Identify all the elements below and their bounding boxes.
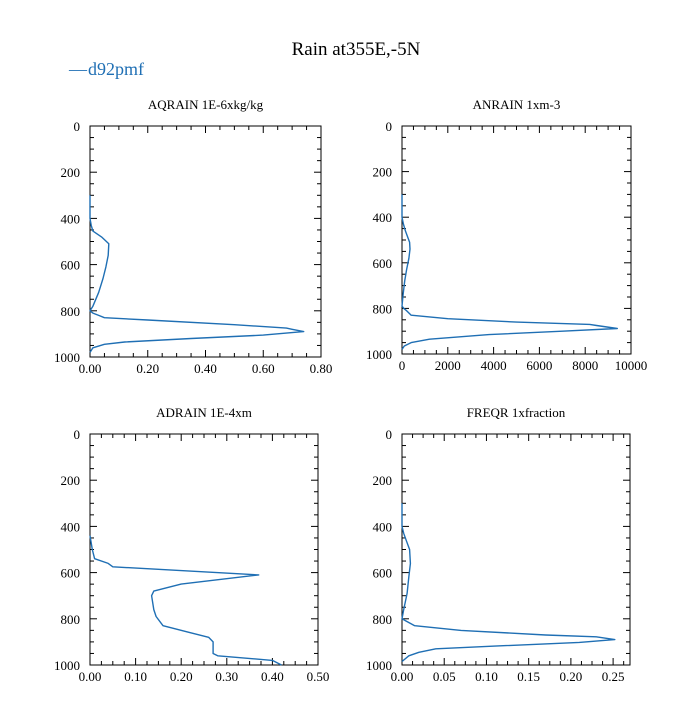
panel-title: AQRAIN 1E-6xkg/kg bbox=[148, 97, 264, 112]
y-tick-label: 200 bbox=[373, 165, 393, 180]
y-tick-label: 400 bbox=[373, 519, 393, 534]
y-tick-label: 600 bbox=[61, 566, 81, 581]
legend-label: d92pmf bbox=[88, 59, 144, 79]
x-tick-label: 0.05 bbox=[433, 669, 456, 684]
x-tick-label: 0.30 bbox=[215, 669, 238, 684]
y-tick-label: 800 bbox=[373, 612, 393, 627]
y-tick-label: 600 bbox=[61, 258, 81, 273]
y-tick-label: 600 bbox=[373, 256, 393, 271]
panel-4: FREQR 1xfraction 0.00 0.05 0.10 0.15 0.20 0.25… bbox=[366, 405, 631, 684]
x-tick-label: 0 bbox=[399, 358, 406, 373]
x-tick-label: 8000 bbox=[572, 358, 598, 373]
plot-frame bbox=[401, 433, 631, 666]
x-tick-label: 0.20 bbox=[170, 669, 193, 684]
y-tick-label: 0 bbox=[74, 119, 81, 134]
main-title: Rain at355E,-5N bbox=[292, 39, 421, 60]
plot-frame bbox=[89, 433, 319, 666]
panels: AQRAIN 1E-6xkg/kg 0.00 0.20 0.40 0.60 0.80 0 20… bbox=[54, 97, 647, 684]
legend: — d92pmf bbox=[68, 59, 144, 79]
x-tick-label: 0.40 bbox=[194, 361, 217, 376]
y-tick-label: 200 bbox=[61, 165, 81, 180]
y-tick-label: 600 bbox=[373, 566, 393, 581]
x-tick-label: 0.15 bbox=[517, 669, 540, 684]
x-tick-label: 2000 bbox=[435, 358, 461, 373]
plot-frame bbox=[89, 125, 322, 358]
y-tick-label: 0 bbox=[386, 119, 393, 134]
y-tick-label: 400 bbox=[61, 519, 81, 534]
series-line-d92pmf bbox=[401, 194, 618, 350]
x-tick-label: 0.60 bbox=[252, 361, 275, 376]
x-tick-label: 0.80 bbox=[310, 361, 333, 376]
panel-1: AQRAIN 1E-6xkg/kg 0.00 0.20 0.40 0.60 0.80 0 20… bbox=[54, 97, 332, 376]
x-tick-label: 0.25 bbox=[602, 669, 625, 684]
y-tick-label: 200 bbox=[373, 473, 393, 488]
panel-title: ANRAIN 1xm-3 bbox=[473, 97, 561, 112]
y-tick-label: 0 bbox=[386, 427, 393, 442]
legend-marker: — bbox=[68, 59, 88, 79]
x-tick-label: 0.10 bbox=[124, 669, 147, 684]
y-tick-label: 1000 bbox=[54, 350, 80, 365]
series-line-d92pmf bbox=[89, 195, 305, 353]
plot-frame bbox=[401, 125, 632, 355]
y-tick-label: 1000 bbox=[54, 658, 80, 673]
x-tick-label: 0.00 bbox=[79, 361, 102, 376]
x-tick-label: 10000 bbox=[615, 358, 648, 373]
y-tick-label: 800 bbox=[373, 301, 393, 316]
x-tick-label: 0.00 bbox=[391, 669, 414, 684]
x-tick-label: 0.00 bbox=[79, 669, 102, 684]
x-tick-label: 0.20 bbox=[560, 669, 583, 684]
x-tick-label: 0.20 bbox=[136, 361, 159, 376]
x-tick-label: 0.50 bbox=[307, 669, 330, 684]
y-tick-label: 400 bbox=[61, 211, 81, 226]
y-tick-label: 1000 bbox=[366, 658, 392, 673]
panel-title: FREQR 1xfraction bbox=[467, 405, 566, 420]
series-line-d92pmf bbox=[89, 535, 282, 666]
y-tick-label: 1000 bbox=[366, 347, 392, 362]
x-tick-label: 4000 bbox=[481, 358, 507, 373]
x-tick-label: 0.40 bbox=[261, 669, 284, 684]
panel-title: ADRAIN 1E-4xm bbox=[156, 405, 252, 420]
panel-2: ANRAIN 1xm-3 0 2000 4000 6000 8000 10000 0 200 40… bbox=[366, 97, 647, 373]
panel-3: ADRAIN 1E-4xm 0.00 0.10 0.20 0.30 0.40 0.50 0 20… bbox=[54, 405, 329, 684]
y-tick-label: 200 bbox=[61, 473, 81, 488]
series-line-d92pmf bbox=[401, 503, 616, 663]
x-tick-label: 6000 bbox=[526, 358, 552, 373]
x-tick-label: 0.10 bbox=[475, 669, 498, 684]
y-tick-label: 800 bbox=[61, 612, 81, 627]
y-tick-label: 0 bbox=[74, 427, 81, 442]
y-tick-label: 400 bbox=[373, 210, 393, 225]
y-tick-label: 800 bbox=[61, 304, 81, 319]
